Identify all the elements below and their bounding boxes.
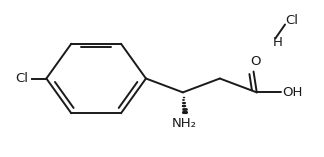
Text: Cl: Cl	[286, 14, 299, 27]
Text: NH₂: NH₂	[172, 117, 197, 130]
Text: H: H	[273, 36, 283, 49]
Text: OH: OH	[282, 86, 302, 99]
Text: O: O	[250, 55, 260, 68]
Text: Cl: Cl	[16, 72, 29, 85]
